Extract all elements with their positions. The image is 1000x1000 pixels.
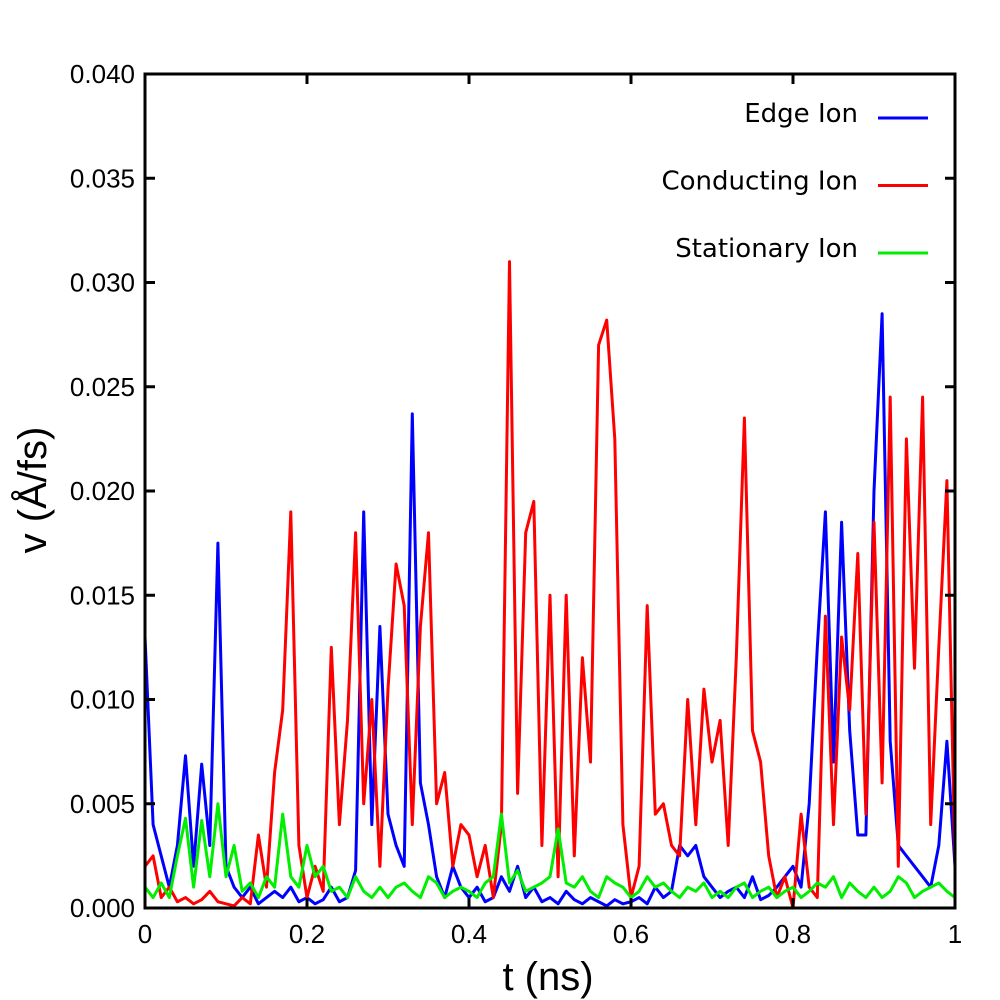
plot-frame	[143, 72, 957, 910]
y-tick-label: 0.020	[70, 476, 135, 506]
legend-label: Stationary Ion	[675, 234, 858, 264]
x-tick-label: 0.4	[451, 919, 487, 949]
x-tick-label: 1	[948, 919, 962, 949]
y-tick-label: 0.025	[70, 372, 135, 402]
y-tick-label: 0.035	[70, 163, 135, 193]
x-tick-label: 0.2	[289, 919, 325, 949]
x-axis-label: t (ns)	[502, 955, 593, 999]
y-axis-label: v (Å/fs)	[10, 427, 55, 554]
x-tick-label: 0.6	[613, 919, 649, 949]
y-tick-label: 0.010	[70, 685, 135, 715]
y-tick-label: 0.040	[70, 59, 135, 89]
y-tick-label: 0.030	[70, 268, 135, 298]
y-tick-label: 0.005	[70, 789, 135, 819]
data-line	[145, 802, 955, 900]
y-tick-label: 0.015	[70, 580, 135, 610]
legend-label: Conducting Ion	[661, 167, 858, 197]
legend-label: Edge Ion	[744, 99, 858, 129]
data-line	[145, 260, 955, 908]
data-line	[145, 312, 955, 908]
y-tick-label: 0.000	[70, 893, 135, 923]
x-tick-label: 0	[138, 919, 152, 949]
x-tick-label: 0.8	[775, 919, 811, 949]
